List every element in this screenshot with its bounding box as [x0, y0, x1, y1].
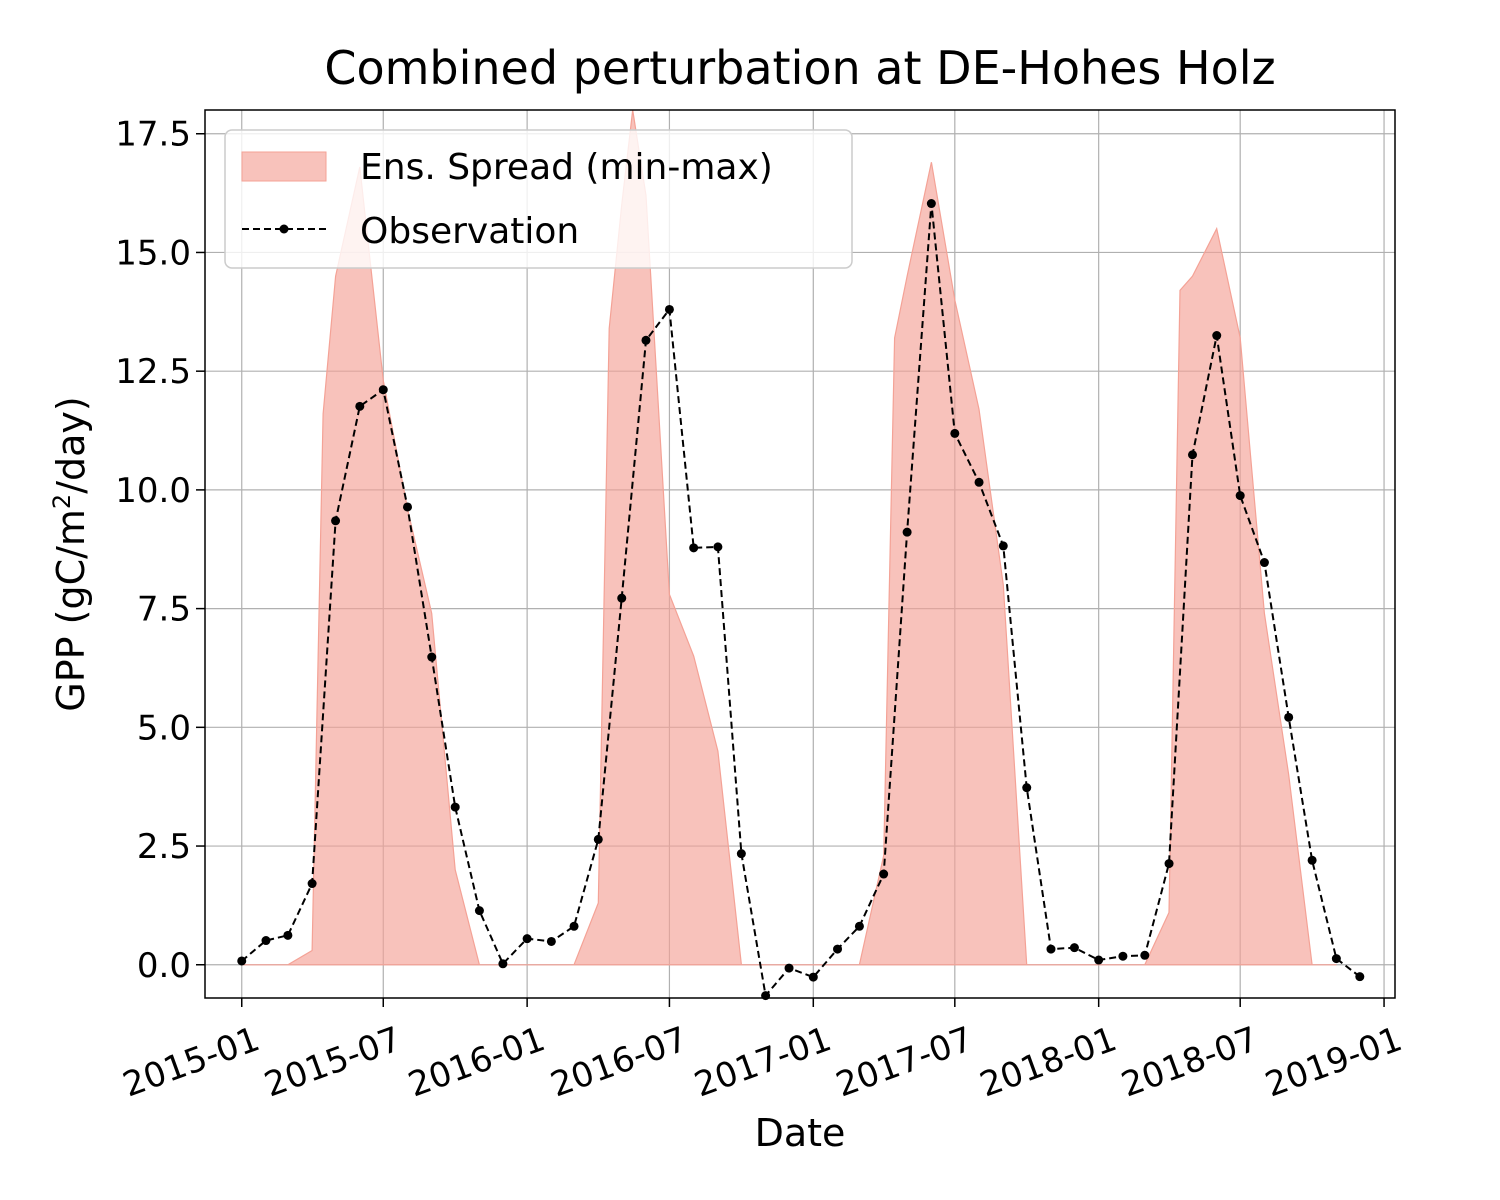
- observation-point: [1235, 491, 1245, 501]
- observation-point: [355, 401, 365, 411]
- y-tick-label: 10.0: [115, 471, 191, 511]
- observation-point: [498, 959, 508, 969]
- x-axis-label: Date: [755, 1111, 846, 1155]
- observation-point: [950, 428, 960, 438]
- y-axis-ticks: 0.0 2.5 5.0 7.5 10.0 12.5 15.0 17.5: [115, 115, 205, 986]
- observation-point: [998, 541, 1008, 551]
- x-tick-label: 2016-07: [545, 1019, 692, 1105]
- ens-spread-band-layer: [241, 109, 1337, 966]
- observation-line-layer: [237, 199, 1365, 1001]
- legend-box: [224, 129, 853, 269]
- observation-point: [1331, 954, 1341, 964]
- observation-point: [427, 652, 437, 662]
- observation-point: [450, 802, 460, 812]
- observation-point: [1259, 558, 1269, 568]
- ens-spread-band: [241, 109, 1337, 966]
- plot-frame: [204, 109, 1396, 999]
- observation-point: [474, 906, 484, 916]
- y-tick-label: 12.5: [115, 352, 191, 392]
- observation-point: [689, 543, 699, 553]
- observation-point: [736, 849, 746, 859]
- observation-point: [926, 199, 936, 209]
- observation-point: [1094, 955, 1104, 965]
- x-tick-label: 2019-01: [1260, 1019, 1407, 1105]
- y-tick-label: 0.0: [137, 946, 191, 986]
- observation-point: [879, 869, 889, 879]
- observation-point: [522, 934, 532, 944]
- observation-line: [241, 203, 1361, 998]
- x-axis-ticks: 2015-012015-072016-012016-072017-012017-…: [118, 998, 1407, 1105]
- x-tick-label: 2015-07: [259, 1019, 406, 1105]
- observation-point: [854, 921, 864, 931]
- y-tick-label: 2.5: [137, 827, 191, 867]
- observation-point: [664, 304, 674, 314]
- x-tick-label: 2017-01: [689, 1019, 836, 1105]
- observation-point: [617, 593, 627, 603]
- observation-point: [1046, 944, 1056, 954]
- observation-point: [331, 516, 341, 526]
- y-axis-label-main: GPP (gC/m: [49, 509, 93, 712]
- observation-point: [713, 542, 723, 552]
- x-tick-label: 2018-07: [1116, 1019, 1263, 1105]
- observation-point: [833, 944, 843, 954]
- x-tick-label: 2017-07: [831, 1019, 978, 1105]
- observation-point: [641, 335, 651, 345]
- y-tick-label: 7.5: [137, 590, 191, 630]
- observation-point: [808, 972, 818, 982]
- observation-point: [1187, 450, 1197, 460]
- observation-point: [1069, 943, 1079, 953]
- observation-point: [283, 930, 293, 940]
- x-tick-label: 2018-01: [975, 1019, 1122, 1105]
- observation-point: [761, 991, 771, 1001]
- y-axis-label-superscript: 2: [48, 494, 76, 509]
- observation-point: [784, 963, 794, 973]
- observation-point: [307, 879, 317, 889]
- observation-point: [1212, 331, 1222, 341]
- observation-point: [261, 936, 271, 946]
- observation-point: [1022, 783, 1032, 793]
- observation-point: [1118, 951, 1128, 961]
- observation-point: [403, 502, 413, 512]
- legend-observation-marker: [279, 224, 289, 234]
- y-tick-label: 17.5: [115, 115, 191, 155]
- x-tick-label: 2016-01: [403, 1019, 550, 1105]
- legend: Ens. Spread (min-max) Observation: [224, 129, 853, 269]
- y-axis-label-end: /day): [49, 396, 93, 494]
- observation-point: [1307, 855, 1317, 865]
- y-tick-label: 15.0: [115, 233, 191, 273]
- observation-point: [378, 385, 388, 395]
- observation-point: [569, 921, 579, 931]
- y-axis-label: GPP (gC/m2/day): [48, 396, 93, 711]
- y-tick-label: 5.0: [137, 708, 191, 748]
- observation-point: [237, 956, 247, 966]
- observation-point: [902, 527, 912, 537]
- legend-label-observation: Observation: [360, 211, 579, 252]
- chart-title: Combined perturbation at DE-Hohes Holz: [324, 41, 1275, 95]
- observation-point: [974, 477, 984, 487]
- legend-label-ens-spread: Ens. Spread (min-max): [360, 147, 773, 188]
- observation-point: [1140, 950, 1150, 960]
- observation-point: [1355, 972, 1365, 982]
- observation-point: [546, 936, 556, 946]
- legend-band-swatch: [241, 151, 327, 182]
- x-tick-label: 2015-01: [118, 1019, 265, 1105]
- observation-point: [593, 834, 603, 844]
- observation-point: [1284, 712, 1294, 722]
- observation-point: [1164, 859, 1174, 869]
